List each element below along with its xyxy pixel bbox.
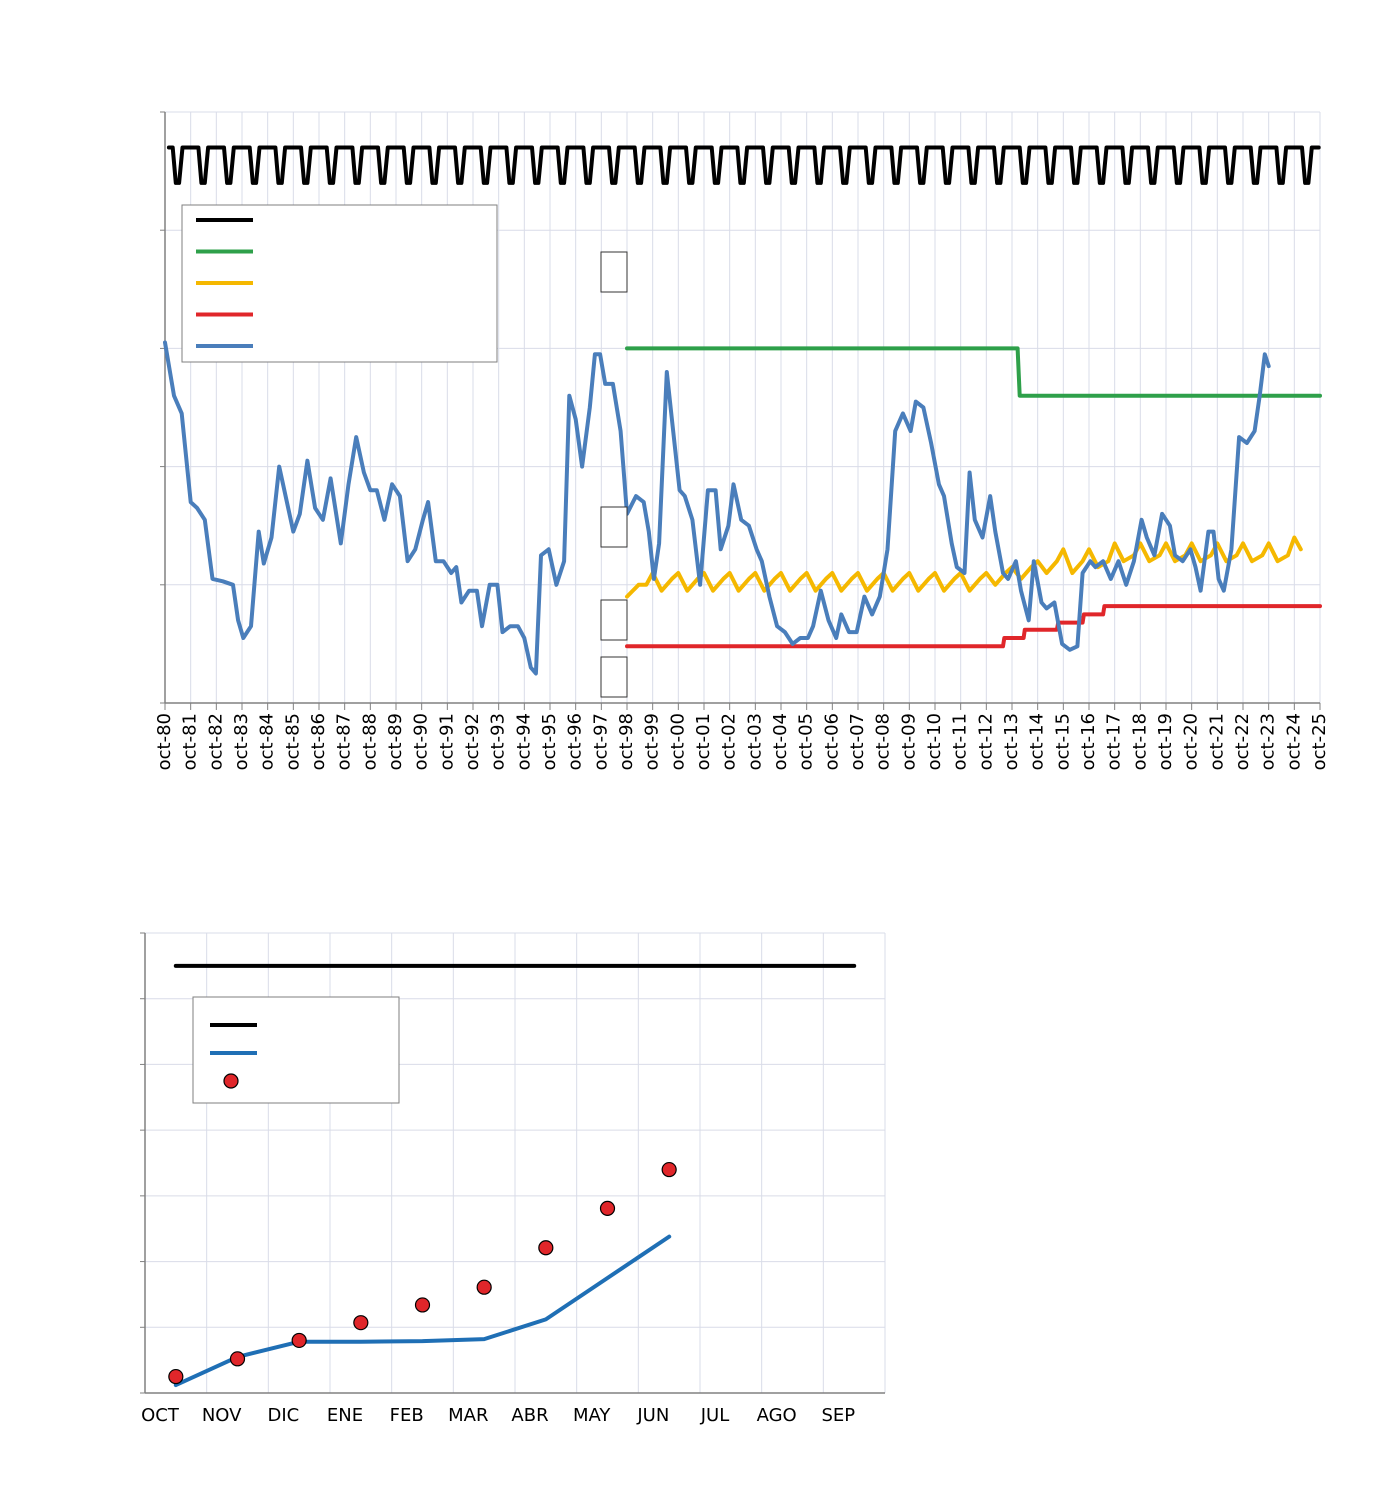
x-tick-label: MAY bbox=[573, 1405, 611, 1426]
x-tick-label: oct-21 bbox=[1206, 713, 1227, 770]
x-tick-label: oct-88 bbox=[359, 713, 380, 770]
x-tick-label: oct-05 bbox=[796, 713, 817, 770]
chart-1-historical: oct-80 oct-81 oct-82 oct-83 oct-84 oct-85 oct-… bbox=[154, 111, 1330, 770]
x-tick-label: MAR bbox=[448, 1405, 488, 1426]
x-tick-label: oct-12 bbox=[975, 713, 996, 770]
data-point bbox=[353, 1315, 369, 1331]
data-point bbox=[229, 1351, 246, 1367]
x-tick-label: oct-97 bbox=[590, 713, 611, 770]
data-point bbox=[661, 1161, 677, 1178]
chart-2-axes bbox=[140, 932, 885, 1394]
x-tick-label: oct-91 bbox=[436, 713, 457, 770]
x-tick-label: oct-04 bbox=[770, 713, 791, 770]
chart-2-x-tick-labels: OCT NOV DIC ENE FEB MAR ABR MAY JUN JUL AGO SEP bbox=[141, 1405, 855, 1426]
x-tick-label: NOV bbox=[202, 1405, 242, 1426]
x-tick-label: oct-96 bbox=[565, 713, 586, 770]
x-tick-label: SEP bbox=[822, 1405, 856, 1426]
x-tick-label: ENE bbox=[327, 1405, 363, 1426]
x-tick-label: oct-17 bbox=[1104, 713, 1125, 770]
series-line-0 bbox=[166, 145, 1321, 185]
x-tick-label: oct-80 bbox=[154, 713, 175, 770]
x-tick-label: oct-23 bbox=[1258, 713, 1279, 770]
series-line-1 bbox=[173, 1234, 672, 1388]
legend-box bbox=[192, 996, 400, 1104]
x-tick-label: oct-08 bbox=[873, 713, 894, 770]
x-tick-label: oct-98 bbox=[616, 713, 637, 770]
x-tick-label: oct-13 bbox=[1001, 713, 1022, 770]
series-line-1 bbox=[625, 346, 1322, 398]
x-tick-label: oct-03 bbox=[744, 713, 765, 770]
x-tick-label: oct-93 bbox=[488, 713, 509, 770]
x-tick-label: oct-14 bbox=[1027, 713, 1048, 770]
chart-1-axes bbox=[160, 111, 1321, 710]
x-tick-label: oct-07 bbox=[847, 713, 868, 770]
x-tick-label: oct-20 bbox=[1181, 713, 1202, 770]
series-line-4 bbox=[163, 340, 1271, 676]
label-box bbox=[600, 251, 628, 293]
x-tick-label: oct-84 bbox=[257, 713, 278, 770]
x-tick-label: JUN bbox=[636, 1405, 669, 1426]
x-tick-label: oct-01 bbox=[693, 713, 714, 770]
x-tick-label: oct-82 bbox=[205, 713, 226, 770]
x-tick-label: oct-24 bbox=[1283, 713, 1304, 770]
series-line-3 bbox=[625, 604, 1322, 649]
data-point bbox=[599, 1200, 616, 1216]
label-box bbox=[600, 599, 628, 641]
x-tick-label: DIC bbox=[267, 1405, 299, 1426]
x-tick-label: AGO bbox=[757, 1405, 797, 1426]
x-tick-label: oct-00 bbox=[667, 713, 688, 770]
data-point bbox=[538, 1240, 554, 1256]
x-tick-label: FEB bbox=[390, 1405, 424, 1426]
x-tick-label: oct-95 bbox=[539, 713, 560, 770]
x-tick-label: oct-92 bbox=[462, 713, 483, 770]
x-tick-label: oct-10 bbox=[924, 713, 945, 770]
chart-1-grid bbox=[164, 111, 1321, 704]
chart-1-x-tick-labels: oct-80 oct-81 oct-82 oct-83 oct-84 oct-85 oct-… bbox=[154, 713, 1330, 770]
x-tick-label: oct-16 bbox=[1078, 713, 1099, 770]
x-tick-label: OCT bbox=[141, 1405, 180, 1426]
x-tick-label: oct-86 bbox=[308, 713, 329, 770]
data-point bbox=[414, 1297, 431, 1313]
x-tick-label: oct-02 bbox=[719, 713, 740, 770]
x-tick-label: ABR bbox=[511, 1405, 548, 1426]
x-tick-label: oct-06 bbox=[821, 713, 842, 770]
chart-1-text-boxes bbox=[600, 251, 628, 698]
x-tick-label: oct-99 bbox=[642, 713, 663, 770]
x-tick-label: oct-90 bbox=[411, 713, 432, 770]
x-tick-label: oct-09 bbox=[898, 713, 919, 770]
x-tick-label: oct-22 bbox=[1232, 713, 1253, 770]
x-tick-label: oct-18 bbox=[1129, 713, 1150, 770]
x-tick-label: oct-11 bbox=[950, 713, 971, 770]
legend-swatch-2 bbox=[223, 1073, 239, 1089]
x-tick-label: oct-19 bbox=[1155, 713, 1176, 770]
data-point bbox=[291, 1332, 307, 1349]
data-point bbox=[168, 1368, 184, 1385]
x-tick-label: JUL bbox=[700, 1405, 730, 1426]
series-line-2 bbox=[625, 535, 1303, 599]
x-tick-label: oct-87 bbox=[334, 713, 355, 770]
label-box bbox=[600, 656, 628, 698]
x-tick-label: oct-83 bbox=[231, 713, 252, 770]
x-tick-label: oct-15 bbox=[1052, 713, 1073, 770]
chart-2-series bbox=[168, 963, 857, 1388]
chart-1-legend bbox=[181, 204, 498, 363]
x-tick-label: oct-25 bbox=[1309, 713, 1330, 770]
label-box bbox=[600, 506, 628, 548]
chart-2-legend bbox=[192, 996, 400, 1104]
chart-1-series bbox=[163, 145, 1322, 676]
chart-2-grid bbox=[144, 932, 886, 1394]
x-tick-label: oct-85 bbox=[282, 713, 303, 770]
x-tick-label: oct-89 bbox=[385, 713, 406, 770]
x-tick-label: oct-81 bbox=[180, 713, 201, 770]
x-tick-label: oct-94 bbox=[513, 713, 534, 770]
data-point bbox=[476, 1279, 492, 1295]
